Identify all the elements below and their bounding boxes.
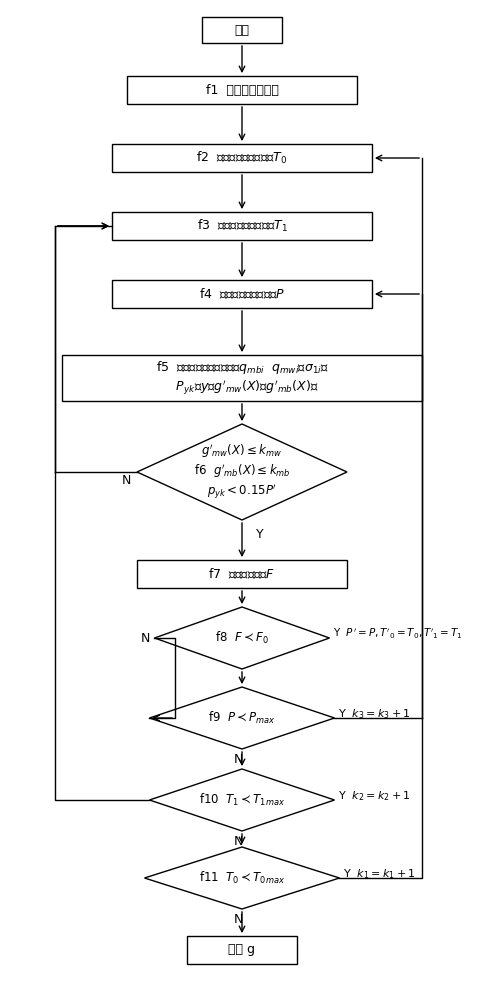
Text: f10  $T_1\prec T_{1max}$: f10 $T_1\prec T_{1max}$ (198, 792, 285, 808)
Text: Y  $P'=P,T'_0=T_0,T'_1=T_1$: Y $P'=P,T'_0=T_0,T'_1=T_1$ (333, 627, 462, 641)
Text: N: N (141, 632, 150, 645)
Text: 步骤 g: 步骤 g (228, 944, 255, 956)
Text: N: N (121, 474, 131, 487)
Text: 开始: 开始 (234, 23, 249, 36)
Text: N: N (233, 913, 242, 926)
Text: Y: Y (256, 528, 263, 541)
FancyBboxPatch shape (112, 212, 371, 240)
FancyBboxPatch shape (136, 560, 346, 588)
Text: f11  $T_0\prec T_{0max}$: f11 $T_0\prec T_{0max}$ (198, 870, 285, 886)
FancyBboxPatch shape (127, 76, 356, 104)
Text: f1  过程变量赋初值: f1 过程变量赋初值 (205, 84, 278, 97)
Text: Y  $k_2=k_2+1$: Y $k_2=k_2+1$ (338, 789, 410, 803)
Polygon shape (149, 687, 334, 749)
Text: Y  $k_1=k_1+1$: Y $k_1=k_1+1$ (343, 867, 415, 881)
Text: f4  计算轧制压力设定值$P$: f4 计算轧制压力设定值$P$ (198, 287, 285, 301)
Text: $g'_{mw}(X)\leq k_{mw}$
f6  $g'_{mb}(X)\leq k_{mb}$
$p_{yk}<0.15P'$: $g'_{mw}(X)\leq k_{mw}$ f6 $g'_{mb}(X)\l… (193, 443, 290, 501)
FancyBboxPatch shape (201, 17, 281, 43)
Text: f2  计算入口张力设定值$T_0$: f2 计算入口张力设定值$T_0$ (196, 150, 287, 166)
Text: N: N (233, 835, 242, 848)
Text: f3  计算出口张力设定值$T_1$: f3 计算出口张力设定值$T_1$ (196, 218, 287, 234)
FancyBboxPatch shape (112, 280, 371, 308)
Text: N: N (233, 753, 242, 766)
Text: f9  $P\prec P_{max}$: f9 $P\prec P_{max}$ (208, 710, 275, 726)
FancyBboxPatch shape (62, 355, 421, 401)
Text: f8  $F\prec F_0$: f8 $F\prec F_0$ (215, 630, 268, 646)
Polygon shape (154, 607, 329, 669)
Polygon shape (144, 847, 339, 909)
Text: f7  计算目标函数$F$: f7 计算目标函数$F$ (208, 567, 275, 581)
Text: f5  调用板形计算模型计算$q_{mbi}$  $q_{mwi}$、$\sigma_{1i}$、
     $P_{yk}$、$y$、$g'_{mw}(X)$: f5 调用板形计算模型计算$q_{mbi}$ $q_{mwi}$、$\sigma… (155, 359, 328, 397)
FancyBboxPatch shape (187, 936, 296, 964)
Text: Y  $k_3=k_3+1$: Y $k_3=k_3+1$ (338, 707, 410, 721)
FancyBboxPatch shape (112, 144, 371, 172)
Polygon shape (149, 769, 334, 831)
Polygon shape (136, 424, 346, 520)
